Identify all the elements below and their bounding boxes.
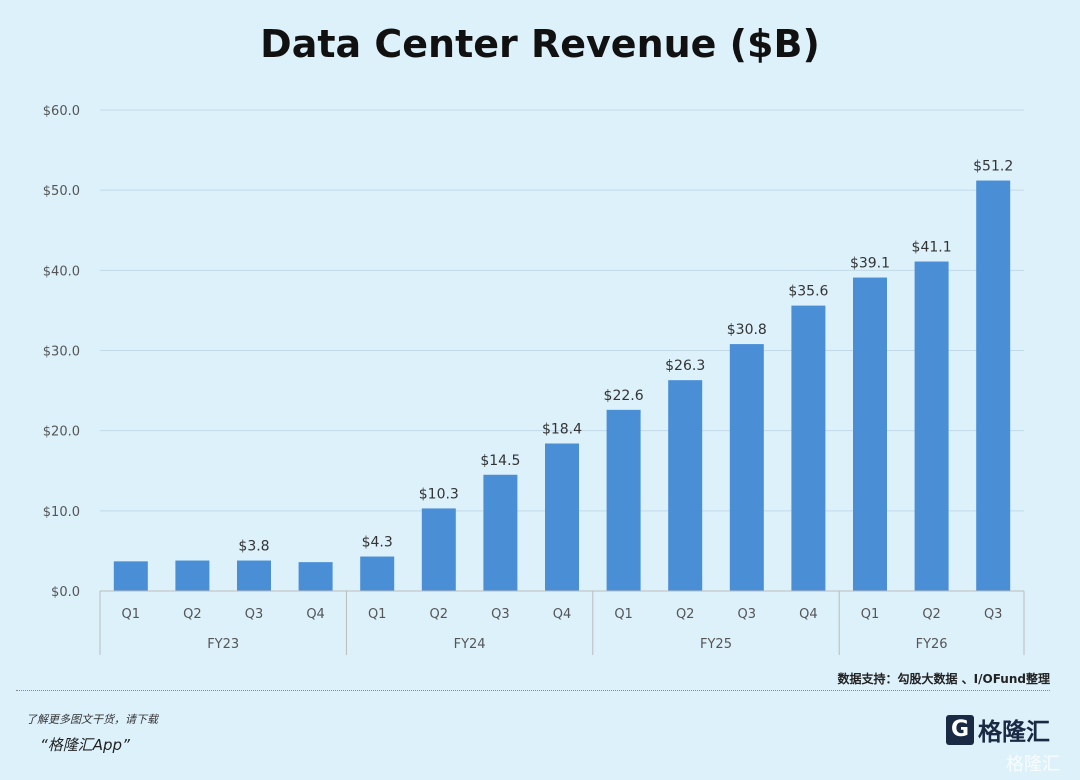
group-label: FY26 (916, 637, 948, 652)
bar (729, 344, 764, 591)
bar (545, 443, 579, 591)
data-label: $39.1 (850, 256, 890, 272)
y-tick-label: $40.0 (43, 264, 80, 279)
x-tick-label: Q3 (245, 607, 264, 622)
x-tick-label: Q1 (368, 607, 387, 622)
bar (360, 556, 395, 591)
logo-g-icon: G (946, 714, 974, 745)
x-tick-label: Q3 (491, 607, 510, 622)
data-label: $35.6 (788, 284, 828, 300)
y-tick-label: $0.0 (51, 585, 80, 600)
x-tick-label: Q3 (984, 607, 1003, 622)
data-label: $18.4 (542, 421, 582, 437)
x-tick-label: Q2 (922, 607, 941, 622)
data-label: $14.5 (480, 453, 520, 469)
y-tick-label: $60.0 (43, 104, 80, 119)
y-tick-label: $50.0 (43, 184, 80, 199)
bar (483, 474, 518, 591)
x-tick-label: Q1 (122, 607, 141, 622)
bar (914, 261, 949, 591)
data-label: $41.1 (912, 240, 952, 256)
group-label: FY23 (207, 637, 239, 652)
bar (298, 562, 333, 591)
x-tick-label: Q4 (799, 607, 818, 622)
bar-chart: $0.0 $10.0 $20.0 $30.0 $40.0 $50.0 $60.0 $3.8 $4… (43, 104, 1025, 655)
x-tick-label: Q2 (430, 607, 449, 622)
x-tick-label: Q2 (183, 607, 202, 622)
chart-title: Data Center Revenue ($B) (260, 22, 820, 66)
x-tick-label: Q1 (614, 607, 633, 622)
promo-line-1: 了解更多图文干货，请下载 (26, 713, 158, 726)
bar (113, 561, 148, 591)
source-note: 数据支持：勾股大数据 、I/OFund整理 (837, 672, 1050, 686)
bar (421, 508, 456, 591)
bar (791, 305, 826, 591)
data-label: $51.2 (973, 159, 1013, 175)
watermark: 格隆汇 (1006, 754, 1060, 775)
group-label: FY24 (454, 637, 486, 652)
x-tick-label: Q1 (861, 607, 880, 622)
bar (668, 380, 703, 591)
x-tick-label: Q4 (306, 607, 325, 622)
y-tick-label: $30.0 (43, 345, 80, 360)
y-tick-label: $10.0 (43, 505, 80, 520)
promo-line-2: “格隆汇App” (40, 736, 130, 754)
data-label: $30.8 (727, 322, 767, 338)
x-tick-label: Q4 (553, 607, 572, 622)
x-tick-label: Q2 (676, 607, 695, 622)
group-label: FY25 (700, 637, 732, 652)
x-tick-label: Q3 (738, 607, 757, 622)
brand-logo: G 格隆汇 (946, 712, 1050, 747)
divider (16, 690, 1050, 691)
data-label: $3.8 (238, 539, 269, 555)
data-label: $26.3 (665, 358, 705, 374)
bar (175, 560, 210, 591)
bar (853, 277, 887, 591)
data-label: $22.6 (604, 388, 644, 404)
y-tick-label: $20.0 (43, 425, 80, 440)
bar (237, 560, 271, 591)
logo-text: 格隆汇 (978, 718, 1050, 746)
bar (976, 180, 1011, 591)
bar (606, 409, 641, 591)
data-label: $4.3 (362, 535, 393, 551)
data-label: $10.3 (419, 486, 459, 502)
